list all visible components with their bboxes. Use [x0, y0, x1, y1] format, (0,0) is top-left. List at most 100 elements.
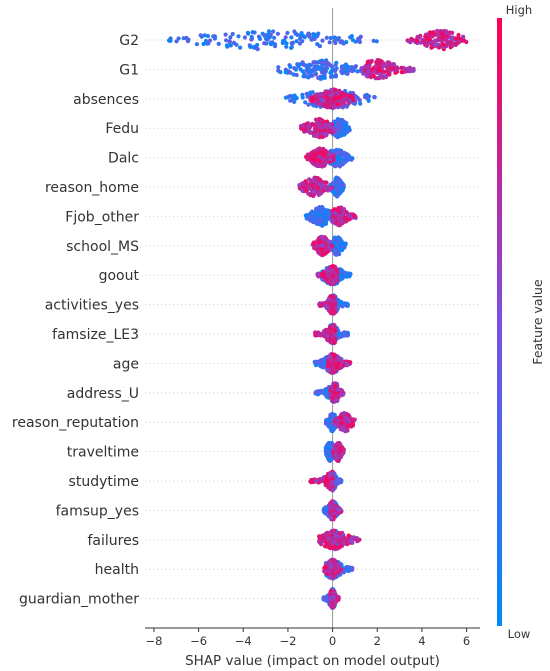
shap-point-address_U — [333, 384, 338, 389]
shap-point-G2 — [456, 32, 461, 38]
shap-point-absences — [308, 90, 313, 95]
shap-point-activities_yes — [330, 307, 335, 312]
shap-point-famsize_LE3 — [325, 337, 330, 342]
shap-point-reason_home — [329, 186, 334, 191]
shap-point-G2 — [238, 45, 243, 50]
shap-point-Dalc — [339, 148, 344, 153]
shap-point-Dalc — [327, 152, 332, 157]
shap-point-G2 — [316, 31, 321, 36]
shap-point-G1 — [311, 60, 316, 65]
shap-point-G1 — [394, 65, 399, 70]
shap-point-G1 — [387, 60, 392, 65]
shap-point-G2 — [440, 35, 445, 40]
shap-point-Fjob_other — [336, 217, 341, 222]
shap-point-G2 — [264, 36, 269, 42]
shap-point-G1 — [330, 65, 335, 70]
shap-point-reason_home — [324, 180, 329, 185]
shap-point-school_MS — [332, 248, 337, 253]
shap-point-reason_home — [311, 189, 317, 195]
shap-point-school_MS — [326, 244, 331, 249]
shap-point-Dalc — [342, 150, 347, 156]
shap-point-G2 — [424, 41, 429, 46]
shap-point-G1 — [350, 69, 355, 74]
shap-point-absences — [358, 101, 363, 106]
shap-point-Dalc — [314, 151, 320, 156]
shap-point-G2 — [223, 32, 228, 37]
shap-point-famsize_LE3 — [332, 336, 337, 341]
shap-point-studytime — [309, 480, 314, 485]
shap-point-G1 — [353, 64, 358, 69]
shap-point-Fjob_other — [303, 213, 308, 218]
shap-point-G2 — [294, 39, 299, 44]
shap-point-studytime — [330, 488, 335, 493]
shap-point-school_MS — [336, 236, 341, 241]
shap-point-G2 — [450, 30, 455, 35]
shap-point-reason_reputation — [327, 423, 332, 429]
shap-point-Fedu — [345, 126, 350, 131]
shap-point-absences — [337, 95, 342, 100]
shap-point-G2 — [285, 30, 290, 36]
shap-point-G2 — [333, 36, 339, 41]
shap-point-G2 — [439, 39, 444, 44]
shap-point-goout — [331, 270, 336, 275]
shap-point-studytime — [328, 481, 334, 486]
shap-point-G2 — [350, 38, 355, 43]
shap-point-age — [327, 363, 332, 368]
shap-point-G1 — [399, 65, 404, 70]
shap-point-reason_home — [318, 190, 323, 195]
shap-point-activities_yes — [318, 303, 323, 308]
shap-point-absences — [291, 98, 296, 103]
shap-point-Dalc — [317, 157, 322, 163]
shap-point-goout — [325, 276, 330, 282]
shap-point-absences — [325, 98, 330, 103]
shap-point-G2 — [310, 36, 315, 41]
shap-point-school_MS — [339, 248, 345, 253]
shap-point-G2 — [297, 41, 302, 46]
shap-point-famsize_LE3 — [320, 332, 325, 338]
shap-point-G1 — [375, 61, 380, 66]
shap-point-G1 — [316, 65, 321, 70]
shap-point-address_U — [331, 393, 336, 398]
shap-point-reason_home — [331, 190, 337, 195]
shap-point-G1 — [382, 70, 387, 75]
shap-point-reason_reputation — [339, 420, 344, 426]
shap-point-Fjob_other — [348, 214, 353, 219]
shap-point-G1 — [342, 66, 347, 71]
shap-point-Fjob_other — [314, 221, 319, 226]
shap-point-G2 — [324, 35, 329, 40]
shap-point-G2 — [230, 31, 235, 37]
shap-point-G1 — [300, 69, 305, 74]
shap-point-Fedu — [314, 123, 319, 128]
shap-points — [166, 28, 469, 611]
shap-point-G2 — [275, 31, 280, 36]
shap-point-G1 — [288, 64, 293, 69]
shap-point-Fedu — [313, 117, 319, 122]
shap-point-G2 — [408, 38, 413, 43]
shap-point-G2 — [284, 44, 289, 49]
shap-point-G2 — [176, 36, 181, 41]
shap-point-famsup_yes — [329, 509, 334, 514]
shap-point-Fedu — [317, 116, 322, 122]
shap-point-G2 — [216, 41, 221, 47]
shap-point-Dalc — [347, 157, 353, 162]
shap-point-G2 — [315, 42, 320, 47]
shap-point-age — [344, 361, 349, 367]
shap-point-G2 — [432, 39, 437, 44]
shap-point-G2 — [293, 31, 298, 36]
shap-point-G2 — [436, 36, 441, 41]
shap-point-Fjob_other — [321, 222, 326, 227]
shap-point-goout — [339, 277, 344, 282]
shap-point-G1 — [303, 63, 308, 68]
shap-point-G2 — [341, 41, 346, 46]
shap-point-G2 — [266, 29, 272, 34]
shap-point-Fedu — [306, 128, 311, 134]
shap-point-school_MS — [319, 247, 324, 252]
shap-point-Fjob_other — [322, 217, 327, 222]
shap-point-goout — [326, 272, 331, 277]
shap-point-reason_reputation — [338, 415, 343, 420]
shap-point-G2 — [428, 30, 433, 35]
shap-point-famsize_LE3 — [329, 327, 334, 332]
shap-point-G1 — [320, 65, 325, 70]
shap-point-G1 — [324, 60, 329, 65]
